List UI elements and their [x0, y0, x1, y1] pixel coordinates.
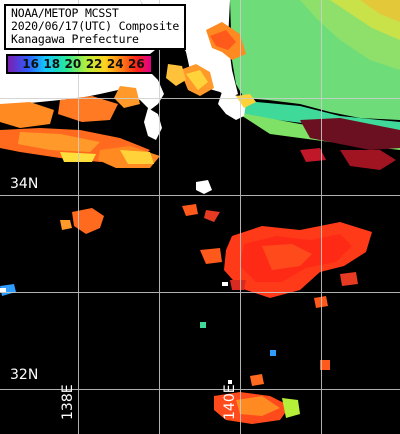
temperature-colorbar: 16 18 20 22 24 26: [6, 54, 153, 74]
colorbar-tick-22: 22: [85, 57, 103, 71]
colorbar-tick-16: 16: [22, 57, 39, 71]
colorbar-tick-18: 18: [43, 57, 61, 71]
lon-label-140e: 140E: [222, 384, 238, 420]
lon-label-138e: 138E: [60, 384, 76, 420]
colorbar-tick-24: 24: [106, 57, 124, 71]
islands: [0, 282, 232, 384]
title-box: NOAA/METOP MCSST 2020/06/17(UTC) Composi…: [4, 4, 187, 50]
sst-field-warm-core: [200, 222, 372, 308]
title-line-3: Kanagawa Prefecture: [11, 32, 139, 46]
title-line-2: 2020/06/17(UTC) Composite: [11, 19, 180, 33]
title-line-1: NOAA/METOP MCSST: [11, 6, 119, 20]
sst-field-offshore: [60, 118, 400, 234]
colorbar-tick-20: 20: [64, 57, 82, 71]
lat-label-34n: 34N: [10, 176, 39, 192]
colorbar-tick-26: 26: [128, 57, 145, 71]
lat-label-32n: 32N: [10, 367, 39, 383]
sst-field-south: [0, 284, 330, 424]
